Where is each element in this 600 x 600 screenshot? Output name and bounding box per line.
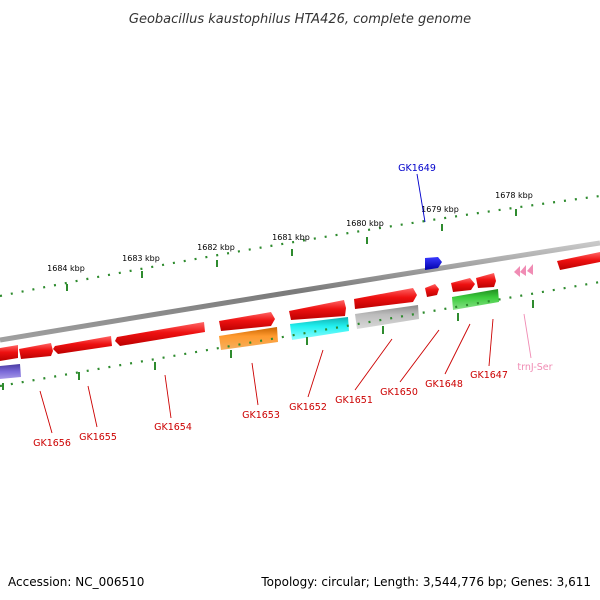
genome-backbone: [0, 240, 600, 343]
inner-scale: [0, 280, 600, 390]
gene-feature[interactable]: [19, 343, 53, 359]
gene-label-gk1649[interactable]: GK1649: [398, 163, 436, 174]
gene-feature[interactable]: [0, 364, 21, 379]
gene-feature[interactable]: [290, 317, 349, 340]
reverse-strand: [0, 273, 499, 379]
gene-gk1654-feature[interactable]: [219, 312, 275, 331]
gene-label-gk1650[interactable]: GK1650: [380, 387, 418, 398]
gene-feature[interactable]: [452, 289, 499, 310]
scale-label: 1681 kbp: [272, 233, 310, 242]
gene-feature[interactable]: [0, 345, 18, 361]
gene-label-gk1655[interactable]: GK1655: [79, 432, 117, 443]
gene-gk1652-feature[interactable]: [354, 288, 417, 309]
gene-label-gk1654[interactable]: GK1654: [154, 422, 192, 433]
gene-gk1653-feature[interactable]: [289, 300, 346, 320]
gene-gk1648-feature[interactable]: [476, 273, 496, 288]
gene-gk1649-feature[interactable]: [425, 257, 442, 270]
forward-strand: [425, 252, 600, 277]
scale-label: 1683 kbp: [122, 254, 160, 263]
scale-label: 1684 kbp: [47, 264, 85, 273]
gene-feature[interactable]: [355, 305, 419, 329]
outer-scale: [0, 194, 600, 298]
accession-text: Accession: NC_006510: [8, 575, 144, 589]
map-title: Geobacillus kaustophilus HTA426, complet…: [129, 12, 471, 27]
scale-label: 1680 kbp: [346, 219, 384, 228]
gene-gk1656-feature[interactable]: [53, 336, 112, 354]
gene-gk1655-feature[interactable]: [115, 322, 205, 346]
scale-label: 1679 kbp: [421, 205, 459, 214]
scale-label: 1682 kbp: [197, 243, 235, 252]
gene-labels: GK1649 GK1656 GK1655 GK1654 GK1653 GK165…: [33, 163, 553, 449]
gene-gk1650-feature[interactable]: [451, 278, 475, 292]
label-leaders: [39, 173, 532, 434]
gene-label-gk1651[interactable]: GK1651: [335, 395, 373, 406]
gene-gk1651-feature[interactable]: [425, 284, 439, 297]
gene-label-trnj-ser[interactable]: trnJ-Ser: [517, 362, 552, 373]
trna-feature[interactable]: [514, 264, 533, 277]
gene-label-gk1648[interactable]: GK1648: [425, 379, 463, 390]
scale-labels: 1684 kbp 1683 kbp 1682 kbp 1681 kbp 1680…: [47, 191, 533, 273]
gene-label-gk1656[interactable]: GK1656: [33, 438, 71, 449]
gene-label-gk1647[interactable]: GK1647: [470, 370, 508, 381]
genome-summary-text: Topology: circular; Length: 3,544,776 bp…: [260, 575, 591, 589]
gene-feature[interactable]: [219, 327, 278, 350]
scale-label: 1678 kbp: [495, 191, 533, 200]
gene-label-gk1653[interactable]: GK1653: [242, 410, 280, 421]
gene-feature[interactable]: [557, 252, 600, 270]
gene-label-gk1652[interactable]: GK1652: [289, 402, 327, 413]
